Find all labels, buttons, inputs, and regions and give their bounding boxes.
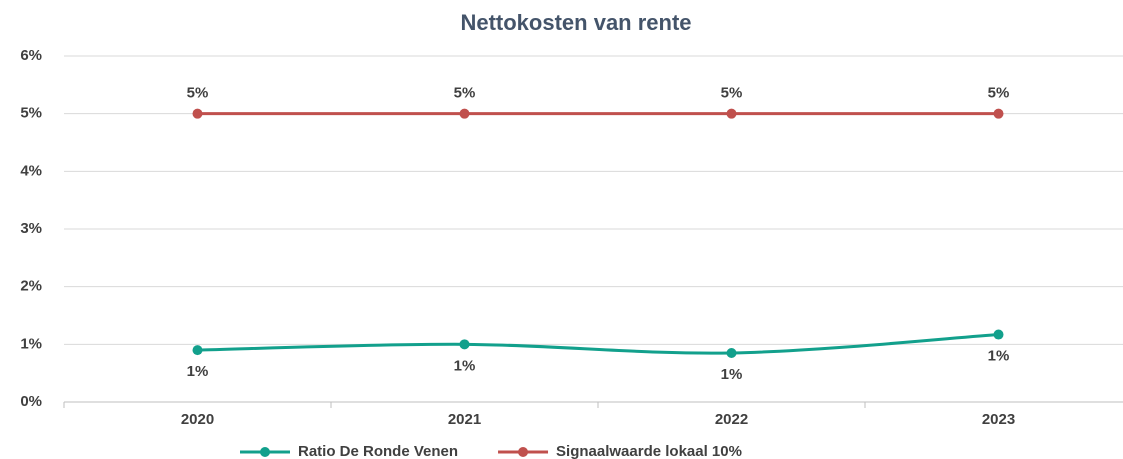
y-tick-label: 4% <box>20 162 42 179</box>
y-tick-label: 1% <box>20 335 42 352</box>
y-tick-label: 0% <box>20 393 42 410</box>
x-tick-label: 2020 <box>181 411 214 428</box>
y-tick-label: 5% <box>20 105 42 122</box>
data-label: 5% <box>187 85 209 102</box>
data-point <box>192 108 203 119</box>
x-tick-label: 2022 <box>715 411 748 428</box>
y-tick-label: 6% <box>20 47 42 64</box>
y-tick-label: 3% <box>20 220 42 237</box>
data-point <box>993 329 1004 340</box>
data-label: 1% <box>988 347 1010 364</box>
legend-marker <box>260 447 270 457</box>
data-label: 1% <box>187 363 209 380</box>
data-label: 1% <box>454 357 476 374</box>
data-label: 1% <box>721 366 743 383</box>
chart-title: Nettokosten van rente <box>460 10 691 35</box>
data-point <box>993 108 1004 119</box>
data-point <box>459 108 470 119</box>
y-tick-label: 2% <box>20 278 42 295</box>
data-label: 5% <box>988 85 1010 102</box>
data-label: 5% <box>454 85 476 102</box>
series-line <box>197 333 999 355</box>
x-tick-label: 2023 <box>982 411 1015 428</box>
data-point <box>726 347 737 358</box>
legend-label: Ratio De Ronde Venen <box>298 443 458 459</box>
legend-label: Signaalwaarde lokaal 10% <box>556 443 742 459</box>
x-tick-label: 2021 <box>448 411 481 428</box>
legend-marker <box>518 447 529 457</box>
data-point <box>726 108 737 119</box>
data-point <box>192 345 203 356</box>
data-label: 5% <box>721 85 743 102</box>
data-point <box>459 339 470 350</box>
